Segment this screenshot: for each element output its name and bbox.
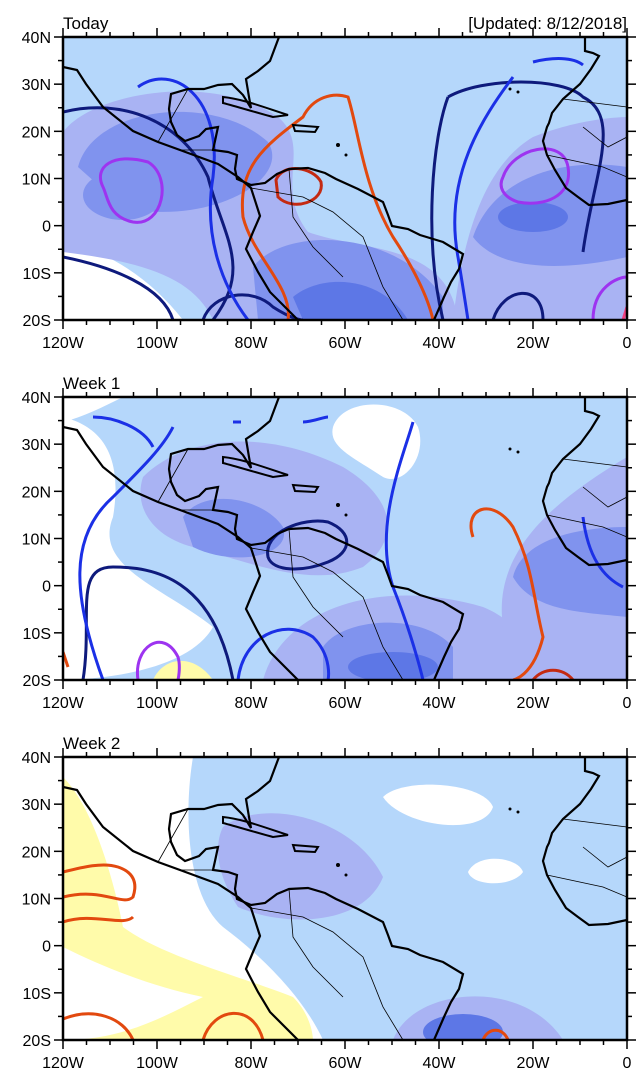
lat-label: 10N — [22, 172, 51, 189]
lat-label: 10N — [22, 532, 51, 549]
lon-label: 120W — [42, 1055, 85, 1072]
lon-label: 80W — [235, 335, 269, 352]
lat-label: 10N — [22, 892, 51, 909]
updated-date: [Updated: 8/12/2018] — [468, 14, 627, 33]
lon-label: 0 — [623, 695, 632, 712]
lon-label: 0 — [623, 335, 632, 352]
lon-label: 60W — [329, 1055, 363, 1072]
lon-label: 40W — [423, 695, 457, 712]
lat-label: 10S — [23, 626, 51, 643]
contours-today — [63, 57, 627, 320]
lat-label: 20S — [23, 313, 51, 330]
lat-label: 30N — [22, 77, 51, 94]
lat-label: 30N — [22, 797, 51, 814]
panel-title: Week 2 — [63, 734, 120, 753]
panel-today — [61, 35, 629, 322]
contours-week1 — [63, 415, 624, 680]
lat-label: 20N — [22, 124, 51, 141]
shading-today — [63, 37, 627, 320]
lat-label: 0 — [42, 219, 51, 236]
lon-label: 100W — [136, 1055, 179, 1072]
lon-label: 120W — [42, 695, 85, 712]
lat-label: 10S — [23, 986, 51, 1003]
lon-label: 20W — [517, 335, 551, 352]
lon-label: 80W — [235, 1055, 269, 1072]
lat-label: 40N — [22, 390, 51, 407]
lat-label: 20N — [22, 844, 51, 861]
lon-label: 0 — [623, 1055, 632, 1072]
lon-label: 80W — [235, 695, 269, 712]
lon-label: 100W — [136, 335, 179, 352]
shading-week1 — [63, 397, 627, 680]
lon-label: 60W — [329, 695, 363, 712]
lat-label: 20S — [23, 1033, 51, 1050]
lon-label: 60W — [329, 335, 363, 352]
lon-label: 20W — [517, 1055, 551, 1072]
lon-label: 40W — [423, 1055, 457, 1072]
panel-title: Week 1 — [63, 374, 120, 393]
lat-label: 10S — [23, 266, 51, 283]
lon-label: 40W — [423, 335, 457, 352]
lon-label: 100W — [136, 695, 179, 712]
panel-week1 — [61, 395, 629, 682]
lat-label: 40N — [22, 750, 51, 767]
lat-label: 20S — [23, 673, 51, 690]
lat-label: 30N — [22, 437, 51, 454]
shading-week2 — [63, 757, 627, 1040]
panel-week2 — [61, 755, 629, 1042]
lat-label: 0 — [42, 939, 51, 956]
panel-title: Today — [63, 14, 109, 33]
lat-label: 40N — [22, 30, 51, 47]
contours-week2 — [63, 863, 510, 1040]
lon-label: 20W — [517, 695, 551, 712]
lat-label: 0 — [42, 579, 51, 596]
lon-label: 120W — [42, 335, 85, 352]
lat-label: 20N — [22, 484, 51, 501]
